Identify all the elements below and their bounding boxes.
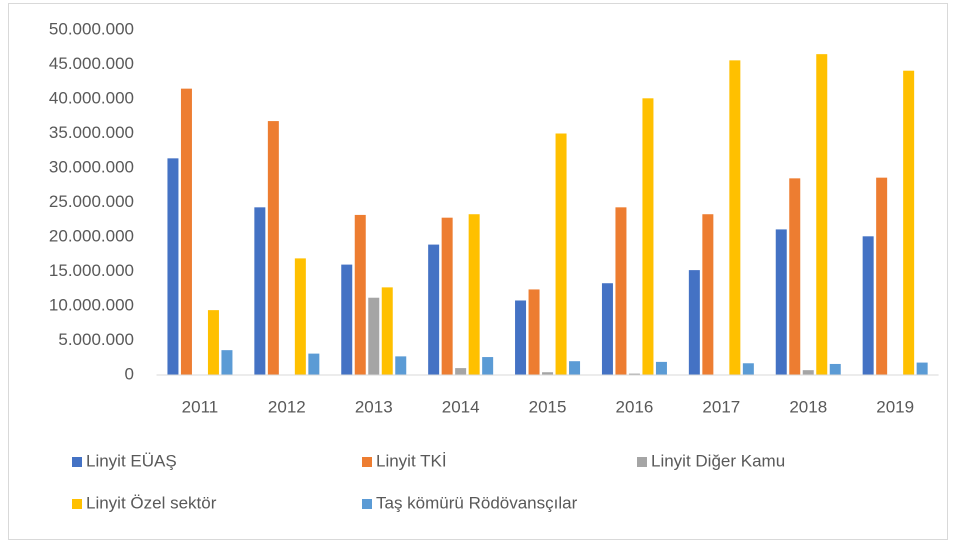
legend-swatch [72,457,82,467]
y-tick-label: 30.000.000 [49,157,134,176]
legend-label: Linyit EÜAŞ [86,451,177,470]
bar [482,357,494,375]
bar [207,310,219,375]
bar [180,88,192,376]
bar [515,300,527,375]
x-tick-label: 2011 [182,397,219,416]
bar [702,214,714,375]
legend-label: Linyit Diğer Kamu [651,451,785,470]
bar [876,177,888,375]
legend-label: Taş kömürü Rödövansçılar [376,493,578,512]
x-tick-label: 2017 [702,397,740,416]
bar [221,350,233,375]
bar [775,229,787,375]
bar [381,287,393,375]
y-tick-label: 50.000.000 [49,19,134,38]
bar [441,217,453,375]
bar [428,244,440,375]
x-tick-label: 2015 [529,397,567,416]
legend-label: Linyit Özel sektör [86,493,217,512]
x-tick-label: 2018 [789,397,827,416]
bar [628,373,640,375]
bar [789,178,801,375]
y-tick-label: 0 [125,364,134,383]
bar [254,207,266,375]
bar [555,133,567,375]
bar [528,289,540,375]
bar [816,54,828,376]
bar [903,70,915,376]
y-tick-label: 25.000.000 [49,192,134,211]
bar [642,98,654,375]
bar [341,264,353,375]
bar [368,297,380,375]
bar [829,363,841,375]
bar [395,356,407,375]
bar [655,361,667,375]
bar [294,258,306,375]
bar [468,214,480,375]
bar [601,283,613,375]
bar [615,207,627,375]
legend-swatch [72,499,82,509]
x-tick-label: 2019 [876,397,914,416]
y-tick-label: 45.000.000 [49,54,134,73]
x-tick-label: 2014 [442,397,480,416]
bar [916,362,928,375]
y-tick-label: 40.000.000 [49,88,134,107]
bar [267,121,279,375]
x-tick-label: 2016 [616,397,654,416]
y-tick-label: 20.000.000 [49,226,134,245]
bar [167,158,179,375]
y-tick-label: 5.000.000 [58,330,134,349]
bar [455,368,467,375]
bar [729,60,741,376]
x-tick-label: 2013 [355,397,393,416]
bar [542,372,554,375]
legend-swatch [362,457,372,467]
y-tick-label: 15.000.000 [49,261,134,280]
bar [308,353,320,375]
bar [802,370,814,375]
y-tick-label: 35.000.000 [49,123,134,142]
bar [862,236,874,375]
bar [688,270,700,375]
legend-swatch [637,457,647,467]
bar [354,214,366,375]
x-tick-label: 2012 [268,397,306,416]
y-tick-label: 10.000.000 [49,295,134,314]
bar [742,363,754,375]
legend-label: Linyit TKİ [376,451,447,470]
legend-swatch [362,499,372,509]
bar [569,361,581,375]
